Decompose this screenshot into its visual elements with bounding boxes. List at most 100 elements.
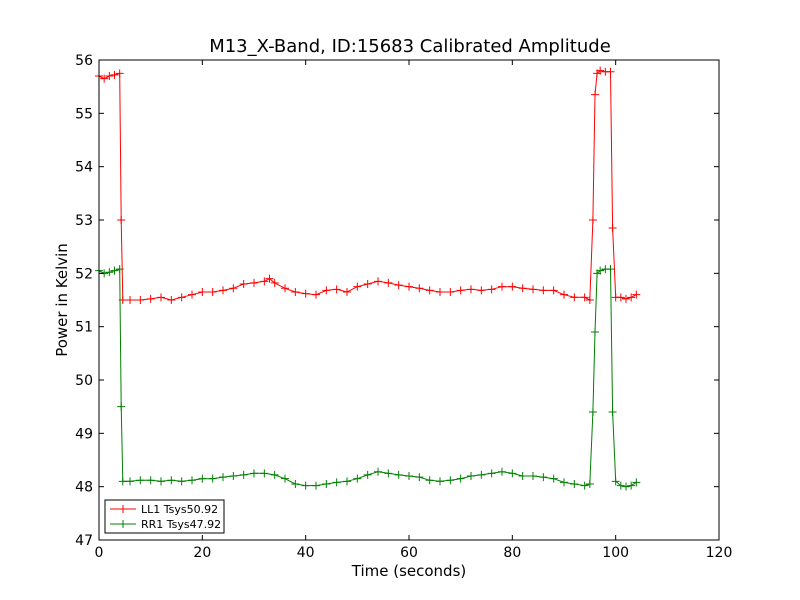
data-point [580, 293, 589, 302]
data-point [436, 288, 444, 296]
data-point [529, 472, 537, 480]
data-point [498, 467, 506, 476]
data-point [208, 288, 217, 296]
y-tick-label: 49 [75, 426, 93, 442]
data-point [260, 277, 269, 286]
x-axis-label: Time (seconds) [351, 562, 467, 580]
data-point [611, 477, 620, 486]
data-point [560, 478, 568, 487]
data-point [467, 285, 475, 294]
legend-label-rr1: RR1 Tsys47.92 [141, 518, 221, 531]
data-point [301, 289, 310, 298]
x-tick-label: 60 [400, 545, 418, 561]
data-point [117, 216, 126, 224]
data-point [529, 285, 537, 294]
data-point [608, 224, 617, 232]
data-point [585, 296, 594, 304]
legend-marker-rr1 [119, 520, 127, 528]
data-point [363, 280, 372, 288]
data-point [549, 286, 558, 295]
data-point [312, 481, 320, 490]
data-point [596, 66, 605, 75]
data-point [616, 481, 625, 490]
data-point [146, 294, 155, 303]
data-point [588, 408, 597, 416]
data-point [115, 265, 124, 274]
data-point [394, 470, 403, 479]
data-point [322, 480, 331, 488]
data-point [570, 293, 579, 302]
data-point [198, 474, 207, 483]
x-tick-label: 40 [297, 545, 315, 561]
data-point [188, 290, 196, 299]
data-point [343, 288, 351, 296]
y-tick-label: 50 [75, 373, 93, 389]
data-point [363, 470, 372, 479]
data-point [353, 474, 362, 483]
data-point [291, 480, 300, 488]
data-point [446, 288, 455, 296]
data-point [343, 477, 351, 486]
data-point [436, 477, 444, 486]
data-point [270, 470, 279, 479]
data-point [239, 470, 248, 479]
data-point [508, 469, 517, 478]
data-point [591, 328, 599, 336]
data-point [229, 472, 238, 480]
data-point [332, 285, 341, 294]
data-point [270, 278, 279, 287]
series-1 [95, 265, 641, 491]
data-point [588, 216, 597, 224]
data-point [265, 274, 274, 283]
y-tick-label: 47 [75, 533, 93, 549]
data-point [585, 480, 594, 488]
data-point [157, 293, 165, 302]
data-point [332, 478, 341, 487]
data-point [518, 472, 527, 480]
y-tick-label: 48 [75, 480, 93, 496]
data-point [250, 278, 258, 287]
data-point [167, 476, 176, 485]
data-point [606, 265, 615, 274]
data-point [126, 296, 134, 304]
data-point [632, 478, 641, 487]
y-tick-label: 52 [75, 266, 93, 282]
data-point [281, 474, 289, 483]
data-point [250, 469, 258, 478]
data-point [384, 278, 393, 287]
y-axis-label: Power in Kelvin [53, 243, 71, 357]
data-point [301, 481, 310, 490]
data-point [477, 470, 486, 479]
data-point [219, 286, 227, 295]
y-tick-label: 55 [75, 106, 93, 122]
data-point [126, 477, 134, 486]
data-point [580, 481, 589, 490]
x-tick-label: 80 [503, 545, 521, 561]
data-point [596, 266, 605, 275]
data-point [146, 476, 155, 485]
data-point [539, 473, 548, 482]
x-tick-label: 100 [602, 545, 629, 561]
data-point [157, 477, 165, 486]
data-point [498, 282, 506, 291]
data-point [105, 72, 114, 80]
data-point [632, 290, 641, 299]
y-tick-label: 51 [75, 320, 93, 336]
data-point [456, 286, 465, 295]
data-point [508, 282, 517, 291]
data-point [405, 282, 413, 291]
y-tick-label: 56 [75, 53, 93, 69]
data-point [167, 296, 176, 304]
data-point [539, 286, 548, 295]
data-point [219, 473, 227, 482]
data-point [425, 286, 434, 295]
data-point [208, 474, 217, 483]
data-point [291, 288, 300, 296]
data-point [105, 268, 114, 277]
data-point [188, 476, 196, 485]
data-point [312, 290, 320, 299]
legend-marker-ll1 [119, 505, 127, 513]
data-point [118, 477, 127, 486]
data-point [606, 67, 615, 76]
data-point [591, 90, 599, 99]
